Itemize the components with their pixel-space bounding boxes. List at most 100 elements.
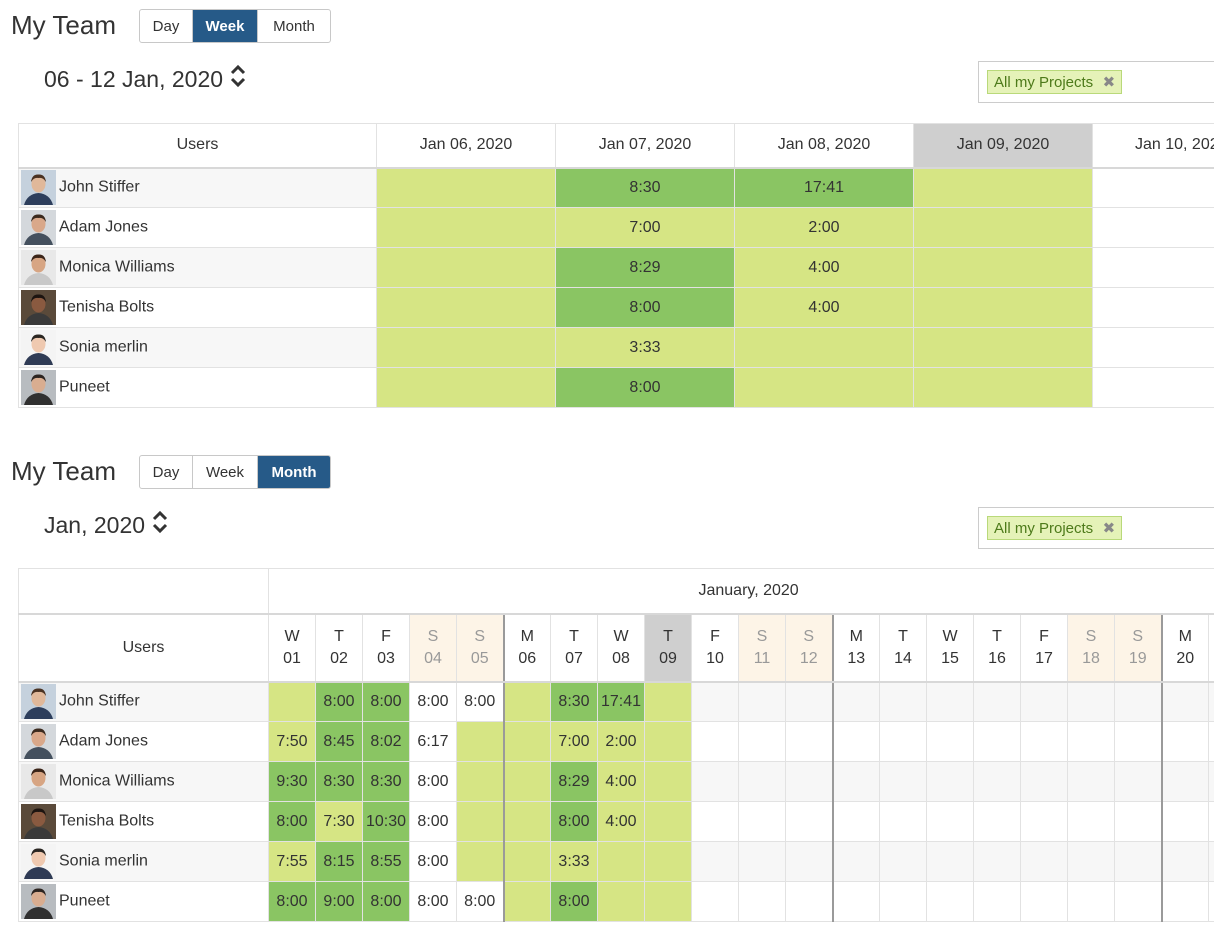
hours-cell[interactable]: 4:00 — [734, 247, 914, 288]
hours-cell[interactable] — [1067, 761, 1115, 802]
hours-cell[interactable]: 3:33 — [550, 841, 598, 882]
hours-cell[interactable] — [973, 841, 1021, 882]
user-cell[interactable]: Monica Williams — [18, 247, 377, 288]
hours-cell[interactable] — [879, 841, 927, 882]
hours-cell[interactable]: 8:00 — [409, 881, 457, 922]
hours-cell[interactable]: 8:30 — [362, 761, 410, 802]
user-cell[interactable]: Adam Jones — [18, 721, 269, 762]
hours-cell[interactable] — [832, 681, 880, 722]
hours-cell[interactable] — [1092, 167, 1214, 208]
day-header[interactable]: S 04 — [409, 613, 457, 683]
day-header[interactable]: T 16 — [973, 613, 1021, 683]
day-header[interactable]: M 06 — [503, 613, 551, 683]
hours-cell[interactable]: 8:30 — [555, 167, 735, 208]
day-header[interactable]: M 20 — [1161, 613, 1209, 683]
hours-cell[interactable] — [1092, 327, 1214, 368]
user-cell[interactable]: Monica Williams — [18, 761, 269, 802]
hours-cell[interactable]: 8:00 — [555, 367, 735, 408]
date-header[interactable]: Jan 10, 2020 — [1092, 123, 1214, 169]
hours-cell[interactable]: 9:30 — [268, 761, 316, 802]
hours-cell[interactable] — [926, 721, 974, 762]
hours-cell[interactable] — [738, 761, 786, 802]
hours-cell[interactable] — [456, 761, 505, 802]
hours-cell[interactable]: 8:00 — [268, 801, 316, 842]
hours-cell[interactable] — [1207, 761, 1214, 802]
hours-cell[interactable]: 8:00 — [409, 761, 457, 802]
hours-cell[interactable] — [926, 801, 974, 842]
hours-cell[interactable]: 4:00 — [734, 287, 914, 328]
hours-cell[interactable] — [785, 841, 834, 882]
hours-cell[interactable]: 9:00 — [315, 881, 363, 922]
hours-cell[interactable]: 8:29 — [550, 761, 598, 802]
hours-cell[interactable]: 8:55 — [362, 841, 410, 882]
hours-cell[interactable] — [1067, 681, 1115, 722]
hours-cell[interactable]: 8:30 — [550, 681, 598, 722]
hours-cell[interactable] — [376, 367, 556, 408]
hours-cell[interactable]: 8:00 — [456, 681, 505, 722]
hours-cell[interactable] — [376, 247, 556, 288]
hours-cell[interactable] — [1067, 841, 1115, 882]
hours-cell[interactable] — [1114, 881, 1163, 922]
hours-cell[interactable] — [1114, 801, 1163, 842]
hours-cell[interactable] — [1067, 721, 1115, 762]
hours-cell[interactable] — [738, 721, 786, 762]
user-cell[interactable]: John Stiffer — [18, 681, 269, 722]
hours-cell[interactable] — [1067, 801, 1115, 842]
hours-cell[interactable]: 7:00 — [550, 721, 598, 762]
day-header[interactable]: S 05 — [456, 613, 505, 683]
hours-cell[interactable]: 7:00 — [555, 207, 735, 248]
hours-cell[interactable] — [926, 681, 974, 722]
hours-cell[interactable]: 10:30 — [362, 801, 410, 842]
hours-cell[interactable] — [1207, 881, 1214, 922]
day-header[interactable]: F 10 — [691, 613, 739, 683]
day-header[interactable]: T 02 — [315, 613, 363, 683]
hours-cell[interactable] — [691, 681, 739, 722]
hours-cell[interactable] — [879, 681, 927, 722]
user-cell[interactable]: Tenisha Bolts — [18, 801, 269, 842]
hours-cell[interactable] — [597, 881, 645, 922]
hours-cell[interactable]: 8:00 — [555, 287, 735, 328]
hours-cell[interactable] — [644, 681, 692, 722]
hours-cell[interactable]: 4:00 — [597, 801, 645, 842]
hours-cell[interactable] — [1161, 681, 1209, 722]
hours-cell[interactable] — [913, 207, 1093, 248]
hours-cell[interactable] — [456, 841, 505, 882]
hours-cell[interactable] — [503, 721, 551, 762]
hours-cell[interactable]: 7:55 — [268, 841, 316, 882]
hours-cell[interactable] — [644, 721, 692, 762]
hours-cell[interactable] — [644, 841, 692, 882]
hours-cell[interactable] — [1114, 681, 1163, 722]
hours-cell[interactable] — [1092, 207, 1214, 248]
day-header[interactable]: T 07 — [550, 613, 598, 683]
hours-cell[interactable] — [879, 761, 927, 802]
hours-cell[interactable] — [691, 721, 739, 762]
hours-cell[interactable] — [973, 681, 1021, 722]
hours-cell[interactable]: 8:00 — [409, 681, 457, 722]
hours-cell[interactable] — [1161, 801, 1209, 842]
project-filter[interactable]: All my Projects ✖ — [978, 507, 1214, 549]
date-header[interactable]: Jan 08, 2020 — [734, 123, 914, 169]
hours-cell[interactable] — [376, 167, 556, 208]
week-view-button[interactable]: Week — [193, 10, 258, 42]
hours-cell[interactable] — [973, 881, 1021, 922]
hours-cell[interactable] — [785, 881, 834, 922]
hours-cell[interactable] — [832, 761, 880, 802]
hours-cell[interactable] — [913, 367, 1093, 408]
hours-cell[interactable] — [734, 367, 914, 408]
hours-cell[interactable] — [973, 721, 1021, 762]
day-header[interactable]: W 01 — [268, 613, 316, 683]
day-view-button[interactable]: Day — [140, 10, 193, 42]
user-cell[interactable]: Adam Jones — [18, 207, 377, 248]
hours-cell[interactable] — [1161, 841, 1209, 882]
hours-cell[interactable] — [913, 327, 1093, 368]
hours-cell[interactable] — [926, 761, 974, 802]
hours-cell[interactable]: 8:02 — [362, 721, 410, 762]
hours-cell[interactable] — [503, 841, 551, 882]
hours-cell[interactable] — [376, 287, 556, 328]
day-header[interactable]: M 13 — [832, 613, 880, 683]
hours-cell[interactable] — [503, 881, 551, 922]
user-cell[interactable]: Puneet — [18, 881, 269, 922]
user-cell[interactable]: Sonia merlin — [18, 841, 269, 882]
hours-cell[interactable] — [1092, 247, 1214, 288]
hours-cell[interactable]: 8:15 — [315, 841, 363, 882]
